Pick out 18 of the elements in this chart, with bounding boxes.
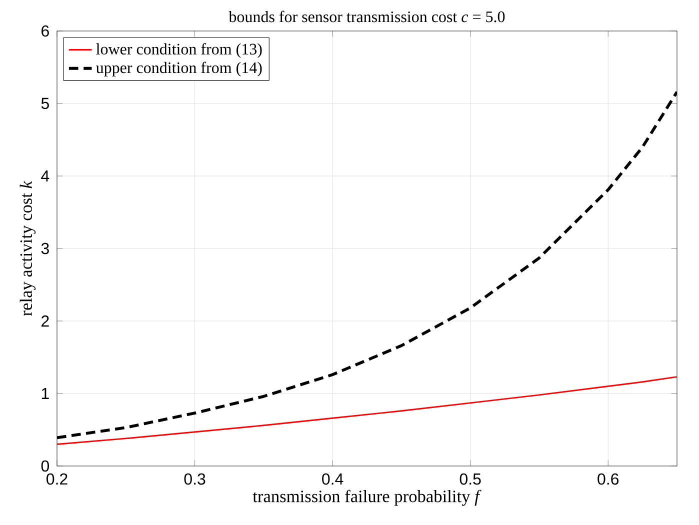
y-tick-label: 5: [41, 98, 49, 110]
legend-label: upper condition from (14): [96, 62, 262, 76]
y-tick-label: 6: [42, 25, 49, 37]
x-tick-label: 0.3: [184, 473, 206, 485]
y-tick-label: 2: [42, 315, 49, 327]
line-series: [57, 90, 678, 440]
chart-title: bounds for sensor transmission cost c = 5.0: [228, 10, 505, 22]
x-axis-title: transmission failure probability f: [252, 490, 482, 506]
legend-label: lower condition from (13): [96, 43, 262, 58]
y-tick-label: 3: [41, 242, 49, 254]
y-tick-label: 1: [42, 388, 49, 400]
x-tick-label: 0.4: [322, 473, 344, 485]
y-tick-label: 4: [41, 170, 50, 182]
x-tick-label: 0.6: [598, 473, 619, 485]
x-tick-label: 0.2: [46, 473, 68, 485]
y-axis-title: relay activity cost k: [20, 180, 36, 316]
y-tick-label: 0: [41, 460, 50, 472]
x-tick-label: 0.5: [460, 473, 481, 485]
